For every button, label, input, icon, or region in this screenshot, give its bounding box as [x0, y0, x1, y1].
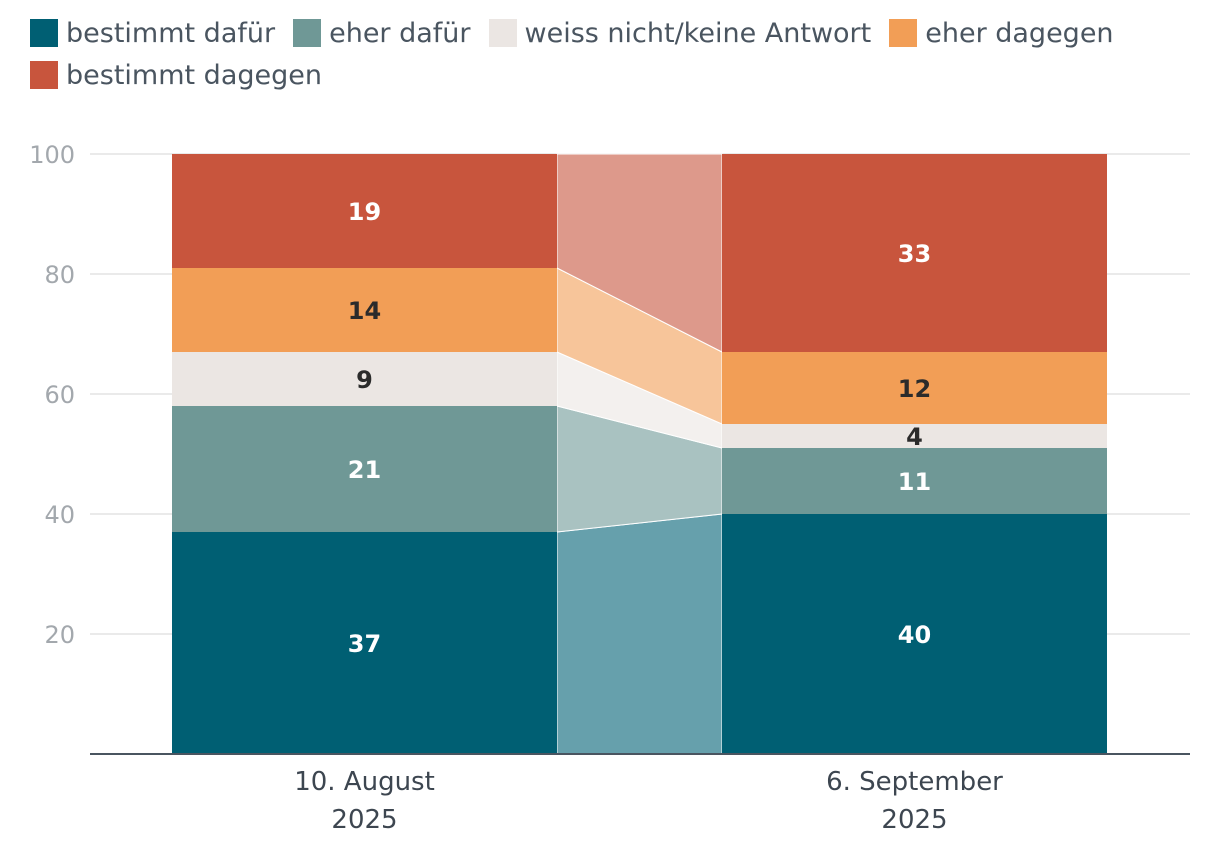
- bar-segment: [172, 406, 557, 532]
- y-tick-label: 40: [44, 501, 75, 529]
- x-tick-label: 2025: [331, 805, 397, 835]
- bar-segment: [722, 352, 1107, 424]
- legend-label: bestimmt dagegen: [66, 59, 322, 91]
- y-tick-label: 20: [44, 621, 75, 649]
- legend-swatch: [488, 19, 517, 47]
- x-tick-label: 6. September: [826, 767, 1003, 797]
- data-label: 37: [348, 630, 381, 658]
- y-tick-label: 100: [29, 141, 75, 169]
- bar-segment: [722, 448, 1107, 514]
- data-label: 4: [906, 423, 923, 451]
- legend-label: weiss nicht/keine Antwort: [524, 17, 872, 49]
- data-label: 9: [356, 366, 373, 394]
- connector-band: [556, 513, 723, 755]
- data-label: 14: [348, 297, 381, 325]
- data-label: 33: [898, 240, 931, 268]
- bar-segment: [172, 532, 557, 754]
- legend-item: weiss nicht/keine Antwort: [488, 12, 872, 54]
- legend-item: eher dafür: [293, 12, 471, 54]
- bar-segment: [172, 352, 557, 406]
- y-tick-label: 60: [44, 381, 75, 409]
- bar-segment: [722, 514, 1107, 754]
- data-label: 40: [898, 621, 931, 649]
- legend-label: eher dagegen: [925, 17, 1114, 49]
- x-tick-label: 10. August: [294, 767, 435, 797]
- data-label: 21: [348, 456, 381, 484]
- data-label: 19: [348, 198, 381, 226]
- legend-item: bestimmt dagegen: [30, 54, 322, 96]
- chart-legend: bestimmt dafür eher dafür weiss nicht/kein…: [30, 12, 1200, 96]
- bar-segment: [172, 268, 557, 352]
- legend-swatch: [30, 61, 58, 89]
- legend-swatch: [30, 19, 58, 47]
- data-label: 12: [898, 375, 931, 403]
- legend-swatch: [889, 19, 918, 47]
- legend-item: eher dagegen: [889, 12, 1114, 54]
- legend-item: bestimmt dafür: [30, 12, 275, 54]
- y-tick-label: 80: [44, 261, 75, 289]
- data-label: 11: [898, 468, 931, 496]
- bar-segment: [722, 154, 1107, 352]
- legend-swatch: [293, 19, 322, 47]
- bar-segment: [172, 154, 557, 268]
- legend-label: bestimmt dafür: [66, 17, 276, 49]
- bar-segment: [722, 424, 1107, 448]
- legend-label: eher dafür: [329, 17, 471, 49]
- x-tick-label: 2025: [881, 805, 947, 835]
